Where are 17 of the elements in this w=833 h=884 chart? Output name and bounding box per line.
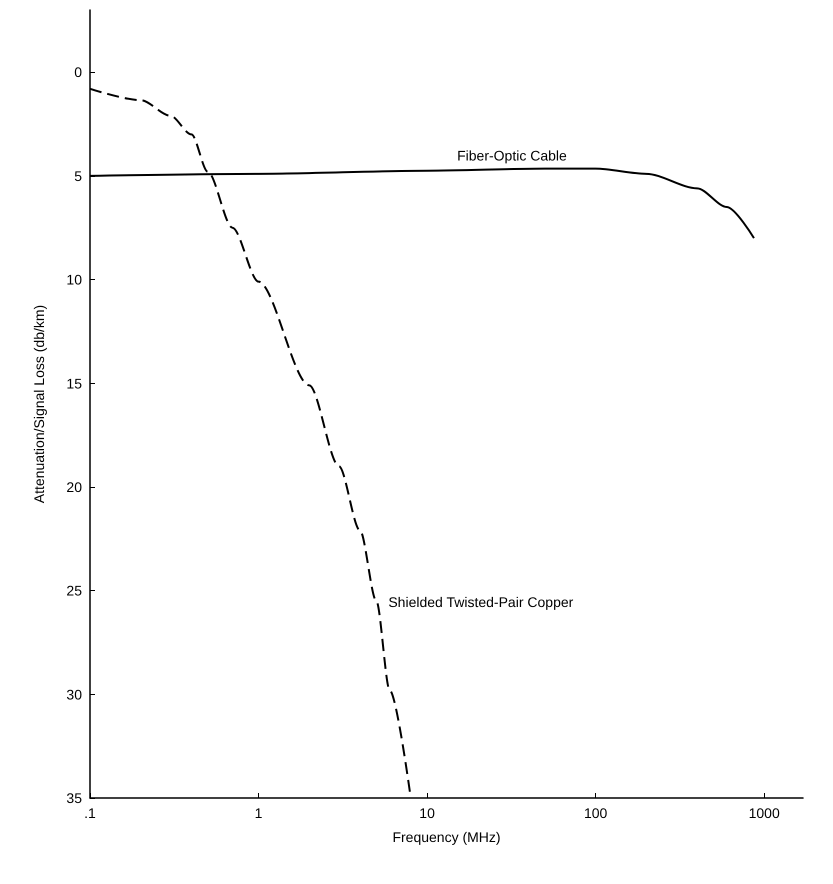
series-label: Shielded Twisted-Pair Copper — [388, 594, 574, 610]
y-tick-label: 0 — [74, 64, 82, 80]
x-tick-label: 10 — [419, 805, 436, 821]
x-axis-title: Frequency (MHz) — [392, 829, 501, 845]
y-tick-label: 30 — [66, 686, 82, 702]
x-tick-label: 1 — [254, 805, 263, 821]
y-tick-label: 35 — [66, 790, 82, 806]
y-tick-label: 15 — [66, 375, 82, 392]
y-tick-label: 5 — [74, 168, 82, 184]
y-tick-label: 20 — [66, 478, 82, 495]
series-label: Fiber-Optic Cable — [457, 148, 567, 164]
x-tick-label: 1000 — [748, 805, 780, 821]
y-axis-title: Attenuation/Signal Loss (db/km) — [31, 304, 47, 504]
y-tick-label: 10 — [66, 272, 82, 288]
x-tick-label: .1 — [84, 805, 96, 821]
x-tick-label: 100 — [584, 805, 608, 821]
y-tick-label: 25 — [66, 582, 82, 599]
